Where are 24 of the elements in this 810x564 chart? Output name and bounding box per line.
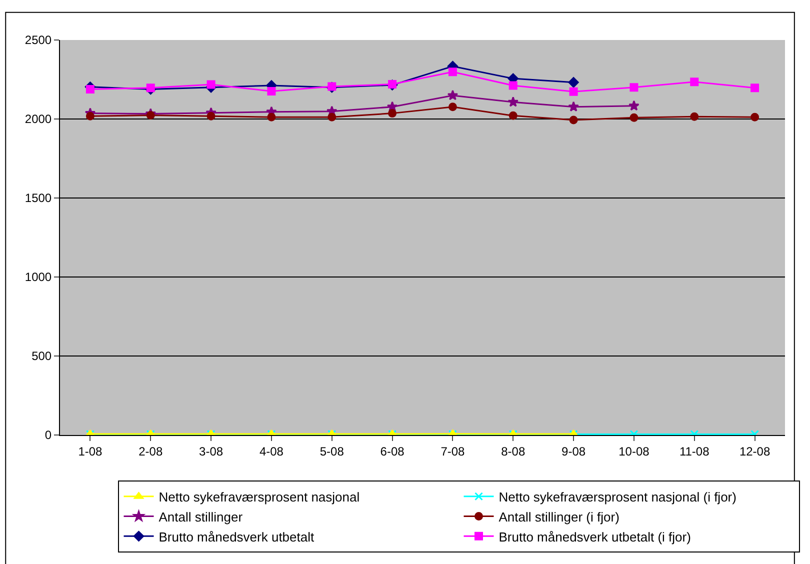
x-tick-label: 6-08	[380, 444, 405, 458]
x-tick-label: 3-08	[199, 444, 224, 458]
y-tick-label: 1000	[24, 270, 52, 284]
legend-label: Netto sykefraværsprosent nasjonal (i fjor)	[498, 489, 736, 504]
y-tick-label: 1500	[24, 191, 52, 206]
legend-label: Brutto månedsverk utbetalt	[158, 529, 314, 544]
legend-label: Netto sykefraværsprosent nasjonal	[158, 489, 360, 504]
x-tick-label: 12-08	[739, 444, 770, 458]
y-tick-label: 2000	[24, 112, 52, 126]
x-tick-label: 7-08	[440, 444, 466, 458]
x-tick-label: 4-08	[259, 444, 284, 458]
y-tick-label: 2500	[24, 33, 52, 48]
y-tick-label: 500	[32, 349, 52, 364]
x-tick-label: 2-08	[138, 444, 163, 458]
y-tick-label: 0	[44, 428, 52, 442]
x-tick-label: 10-08	[618, 444, 650, 458]
legend-label: Antall stillinger	[158, 509, 244, 524]
x-tick-label: 11-08	[679, 444, 710, 458]
legend-label: Brutto månedsverk utbetalt (i fjor)	[498, 529, 691, 544]
x-tick-label: 1-08	[78, 444, 103, 458]
legend-label: Antall stillinger (i fjor)	[498, 509, 620, 524]
x-tick-label: 9-08	[562, 444, 586, 458]
x-tick-label: 8-08	[501, 444, 526, 458]
x-tick-label: 5-08	[320, 444, 344, 458]
